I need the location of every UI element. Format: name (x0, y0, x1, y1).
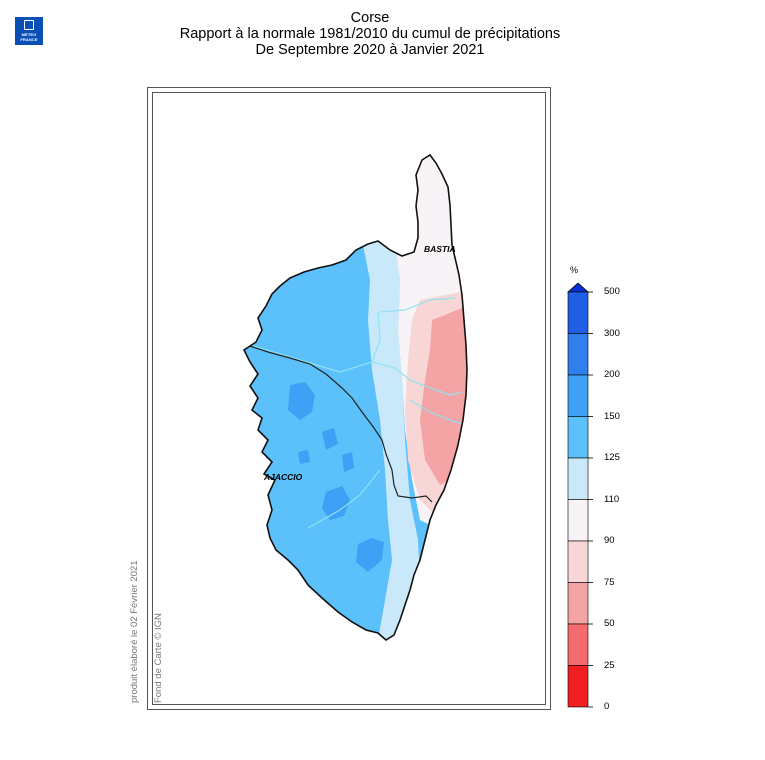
legend-color-cell (567, 457, 589, 500)
legend-color-cell (567, 582, 589, 625)
legend-color-cell (567, 499, 589, 542)
legend-color-cell (567, 333, 589, 376)
legend-colorbar (566, 282, 593, 708)
zone-150-200-e (356, 538, 384, 572)
legend-tick-label: 150 (604, 410, 620, 422)
legend-color-cell (567, 374, 589, 417)
map-subtitle: Rapport à la normale 1981/2010 du cumul … (179, 26, 561, 42)
city-ajaccio: AJACCIO (263, 472, 303, 482)
credit-produced-date: produit élaboré le 02 Février 2021 (129, 560, 140, 703)
legend-tick-label: 500 (604, 286, 620, 297)
credit-basemap: Fond de Carte © IGN (153, 613, 164, 703)
legend-color-cell (567, 416, 589, 459)
zone-150-200-f (298, 450, 310, 464)
map-titles: Corse Rapport à la normale 1981/2010 du … (140, 10, 600, 58)
map-frame-outer (147, 87, 551, 710)
zone-150-200-a (288, 382, 315, 420)
map-title: Corse (350, 10, 390, 26)
department-boundary (249, 345, 433, 503)
map-frame-inner (152, 92, 546, 705)
legend-tick-label: 0 (604, 701, 610, 712)
logo-mark-icon (24, 20, 34, 30)
zone-150-200-c (342, 452, 354, 472)
island-coastline (242, 153, 468, 641)
zone-110-125 (362, 240, 420, 640)
legend-tick-label: 90 (604, 535, 615, 546)
legend-color-cell (567, 665, 589, 708)
zone-50-75 (420, 305, 467, 485)
legend-color-cell (567, 623, 589, 666)
zone-150-200-b (322, 428, 338, 450)
legend-color-cell (567, 540, 589, 583)
legend-unit: % (570, 265, 579, 275)
rivers (249, 297, 463, 529)
meteo-france-logo: METEO FRANCE (15, 17, 43, 45)
legend-tick-label: 110 (604, 493, 620, 505)
legend-tick-label: 200 (604, 369, 620, 380)
zone-150-200-d (322, 486, 350, 520)
legend-tick-label: 25 (604, 659, 615, 671)
legend-arrow-icon (566, 282, 590, 293)
logo-text-line2: FRANCE (20, 37, 38, 42)
logo-text-line1: METEO (21, 32, 37, 37)
legend-tick-label: 75 (604, 576, 615, 588)
legend-tick-label: 125 (604, 452, 620, 463)
legend-tick-label: 50 (604, 618, 615, 629)
map-period: De Septembre 2020 à Janvier 2021 (255, 42, 485, 58)
legend-color-cell (567, 291, 589, 334)
city-bastia: BASTIA (424, 244, 456, 254)
legend-tick-label: 300 (604, 327, 620, 339)
